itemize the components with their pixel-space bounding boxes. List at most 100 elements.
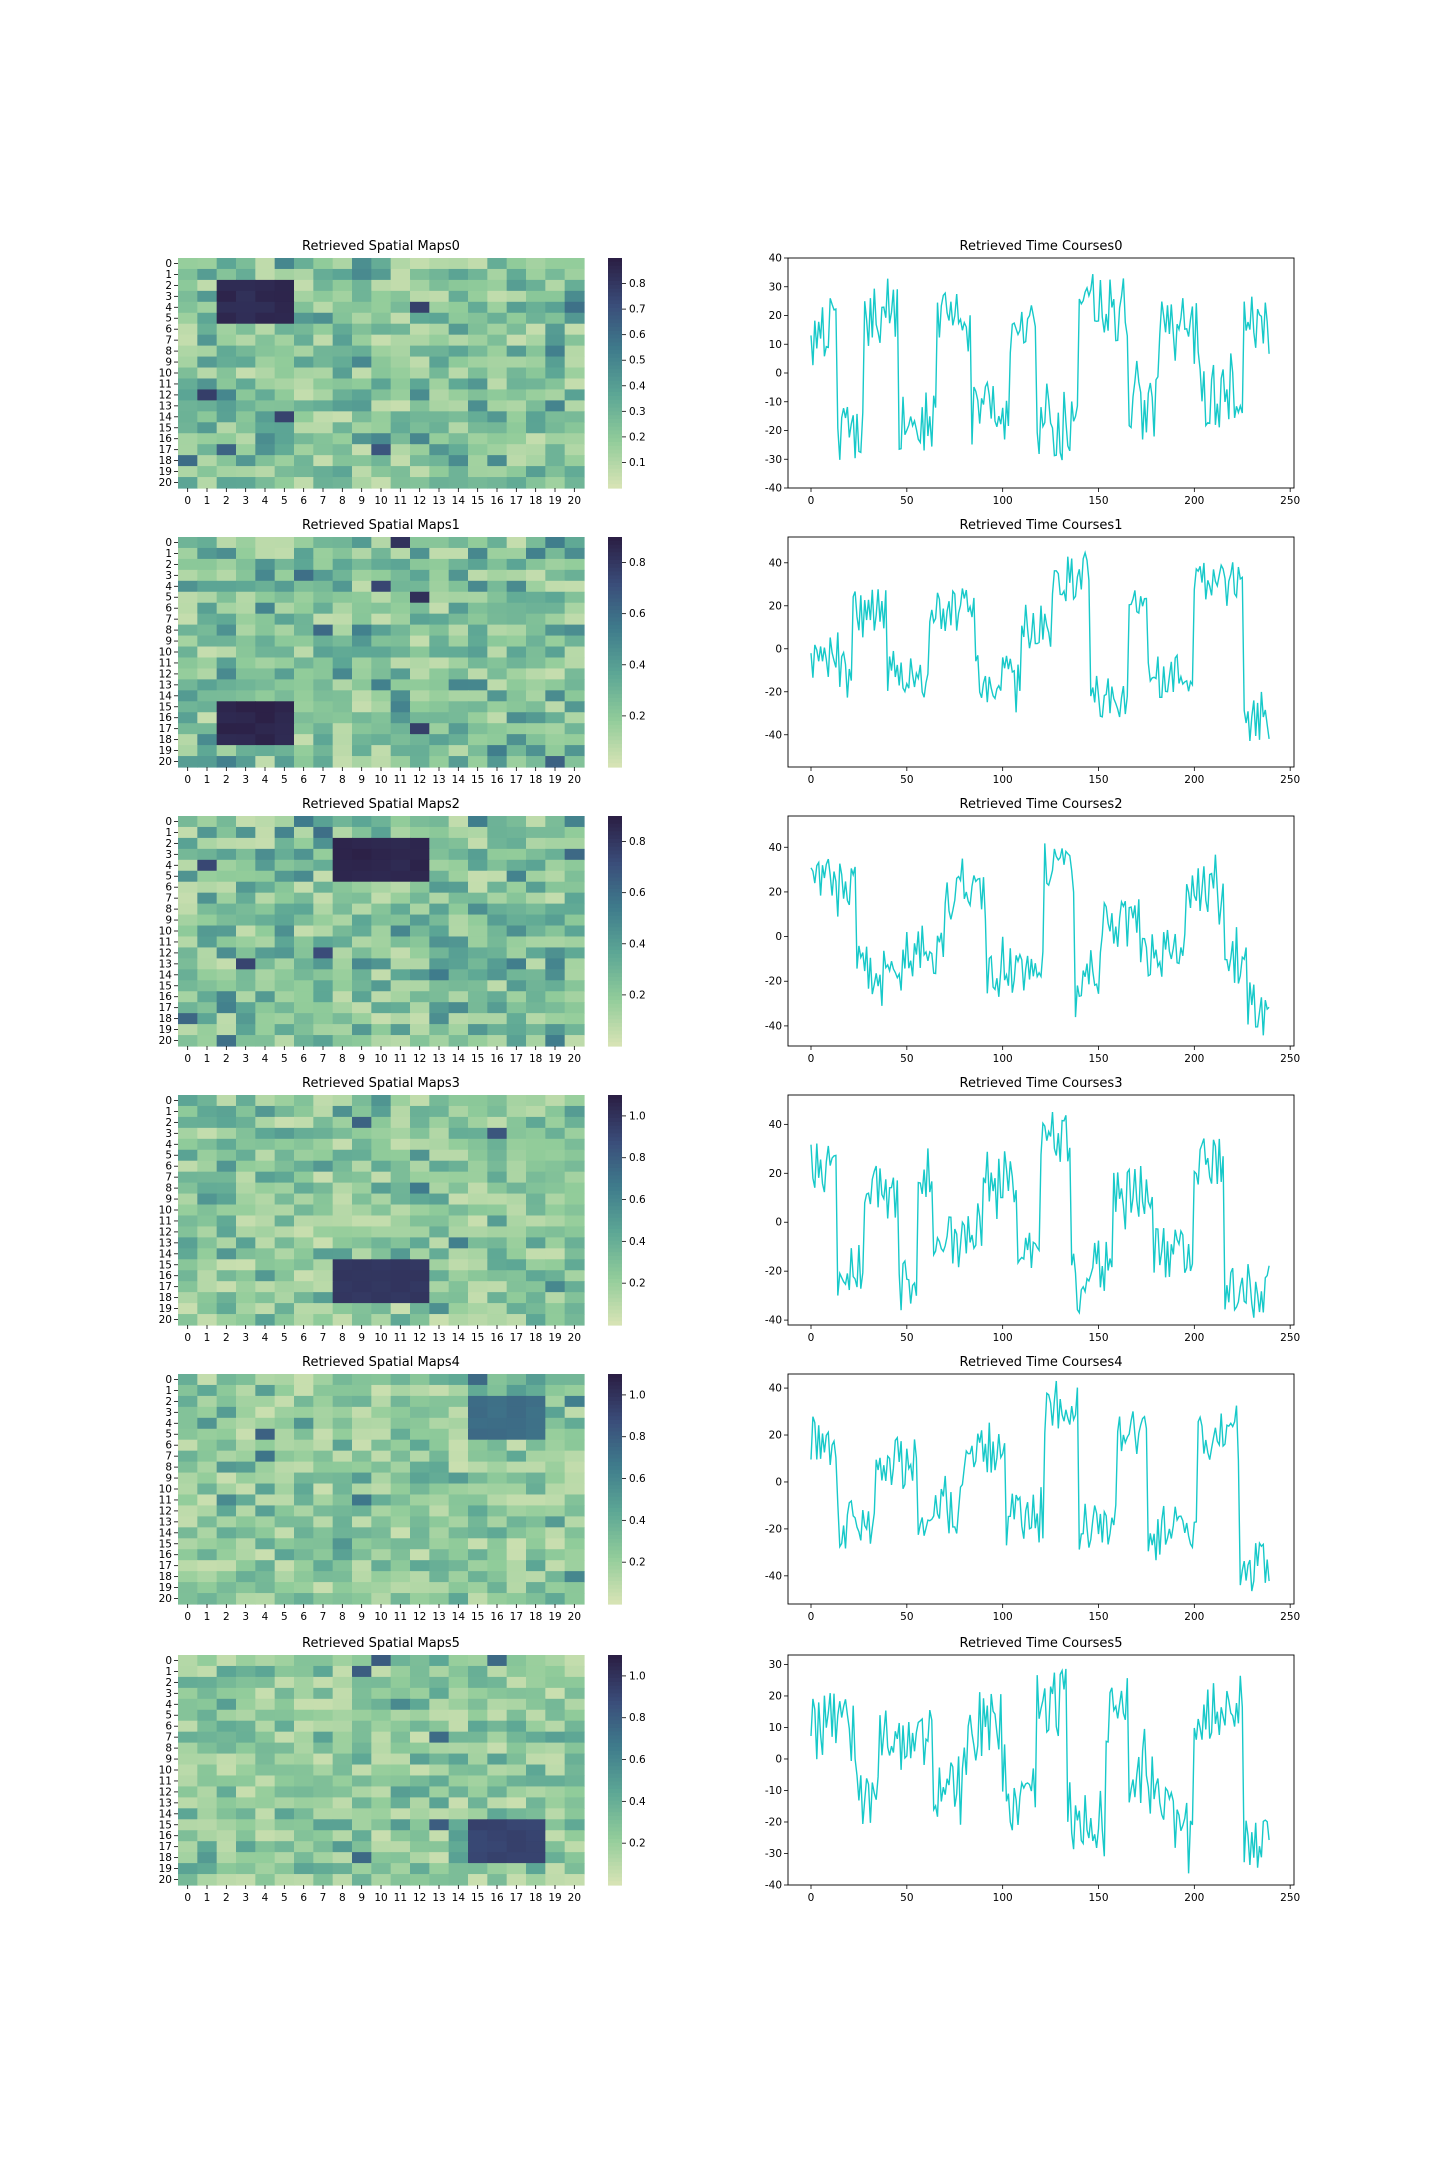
x-tick-label: 0 (808, 1053, 815, 1065)
heatmap-cell (313, 870, 334, 883)
y-tick-label: -10 (765, 396, 782, 408)
heatmap-cell (487, 892, 508, 905)
colorbar-segment (608, 1662, 622, 1668)
heatmap-cell (487, 268, 508, 281)
heatmap-cell (526, 1797, 546, 1809)
heatmap-cell (332, 1303, 353, 1315)
heatmap-cell (564, 1204, 585, 1217)
heatmap-cell (371, 602, 392, 615)
heatmap-cell (178, 870, 198, 883)
heatmap-cell (410, 914, 430, 927)
x-tick-label: 16 (490, 1892, 504, 1904)
heatmap-cell (313, 1687, 334, 1700)
heatmap-cell (352, 1461, 372, 1474)
colorbar-segment (608, 1704, 622, 1710)
heatmap-cell (506, 1417, 527, 1430)
y-tick-label: 0 (165, 1095, 172, 1107)
heatmap-cell (294, 1764, 314, 1777)
heatmap-cell (332, 389, 353, 401)
heatmap-cell (429, 1374, 450, 1386)
heatmap-cell (468, 646, 488, 659)
heatmap-cell (313, 1483, 334, 1496)
colorbar-segment (608, 900, 622, 905)
heatmap-cell (564, 980, 585, 992)
heatmap-cell (255, 602, 276, 615)
heatmap-cell (274, 345, 295, 358)
heatmap-cell (274, 602, 295, 615)
heatmap-cell (545, 1874, 566, 1886)
heatmap-cell (332, 1105, 353, 1118)
heatmap-cell (526, 690, 546, 702)
heatmap-cell (371, 1665, 392, 1678)
heatmap-cell (274, 258, 295, 270)
heatmap-cell (390, 1127, 411, 1140)
heatmap-cell (545, 1494, 566, 1507)
heatmap-cell (545, 367, 566, 380)
heatmap-cell (448, 859, 469, 872)
heatmap-cell (429, 1270, 450, 1282)
heatmap-cell (526, 378, 546, 391)
heatmap-cell (506, 991, 527, 1003)
heatmap-cell (294, 1314, 314, 1326)
heatmap-cell (506, 980, 527, 992)
heatmap-cell (564, 268, 585, 281)
heatmap-cell (197, 914, 218, 927)
heatmap-cell (178, 657, 198, 670)
heatmap-cell (313, 745, 334, 757)
heatmap-cell (468, 1439, 488, 1452)
x-tick-label: 15 (471, 495, 484, 507)
heatmap-cell (468, 1226, 488, 1238)
heatmap-cell (313, 1764, 334, 1777)
heatmap-cell (371, 1248, 392, 1260)
heatmap-cell (352, 1035, 372, 1047)
heatmap-cell (564, 903, 585, 916)
heatmap-cell (255, 1852, 276, 1864)
heatmap-cell (216, 1292, 237, 1304)
heatmap-cell (274, 991, 295, 1003)
heatmap-cell (197, 1439, 218, 1452)
heatmap-cell (274, 1138, 295, 1151)
heatmap-cell (410, 657, 430, 670)
x-tick-label: 13 (432, 495, 445, 507)
plot-frame (787, 815, 1295, 1047)
heatmap-cell (178, 1830, 198, 1842)
heatmap-cell (410, 1450, 430, 1463)
heatmap-cell (390, 1797, 411, 1809)
y-tick-label: 15 (159, 980, 172, 992)
heatmap-cell (371, 1138, 392, 1151)
heatmap-cell (274, 1204, 295, 1217)
heatmap-cell (274, 1483, 295, 1496)
heatmap-cell (274, 903, 295, 916)
heatmap-cell (178, 1024, 198, 1036)
heatmap-cell (526, 1538, 546, 1550)
heatmap-cell (332, 1204, 353, 1217)
heatmap-cell (216, 914, 237, 927)
heatmap-cell (410, 925, 430, 938)
heatmap-cell (313, 279, 334, 292)
heatmap-cell (506, 433, 527, 445)
heatmap-cell (564, 1116, 585, 1129)
heatmap-cell (274, 466, 295, 478)
heatmap-cell (545, 1841, 566, 1853)
heatmap-cell (236, 1731, 256, 1744)
heatmap-cell (429, 1538, 450, 1550)
heatmap-cell (216, 1786, 237, 1798)
heatmap-cell (332, 1505, 353, 1517)
heatmap-cell (545, 1204, 566, 1217)
heatmap-cell (236, 1676, 256, 1689)
heatmap-cell (390, 1461, 411, 1474)
heatmap-cell (468, 1281, 488, 1293)
heatmap-cell (332, 1852, 353, 1864)
heatmap-cell (236, 1182, 256, 1195)
x-tick-label: 20 (568, 774, 581, 786)
heatmap-cell (197, 1571, 218, 1583)
heatmap-cell (236, 591, 256, 604)
heatmap-cell (468, 1505, 488, 1517)
heatmap-cell (526, 1428, 546, 1441)
heatmap-cell (332, 1127, 353, 1140)
heatmap-cell (294, 969, 314, 981)
heatmap-cell (352, 477, 372, 489)
heatmap-cell (448, 1149, 469, 1162)
heatmap-cell (255, 334, 276, 347)
